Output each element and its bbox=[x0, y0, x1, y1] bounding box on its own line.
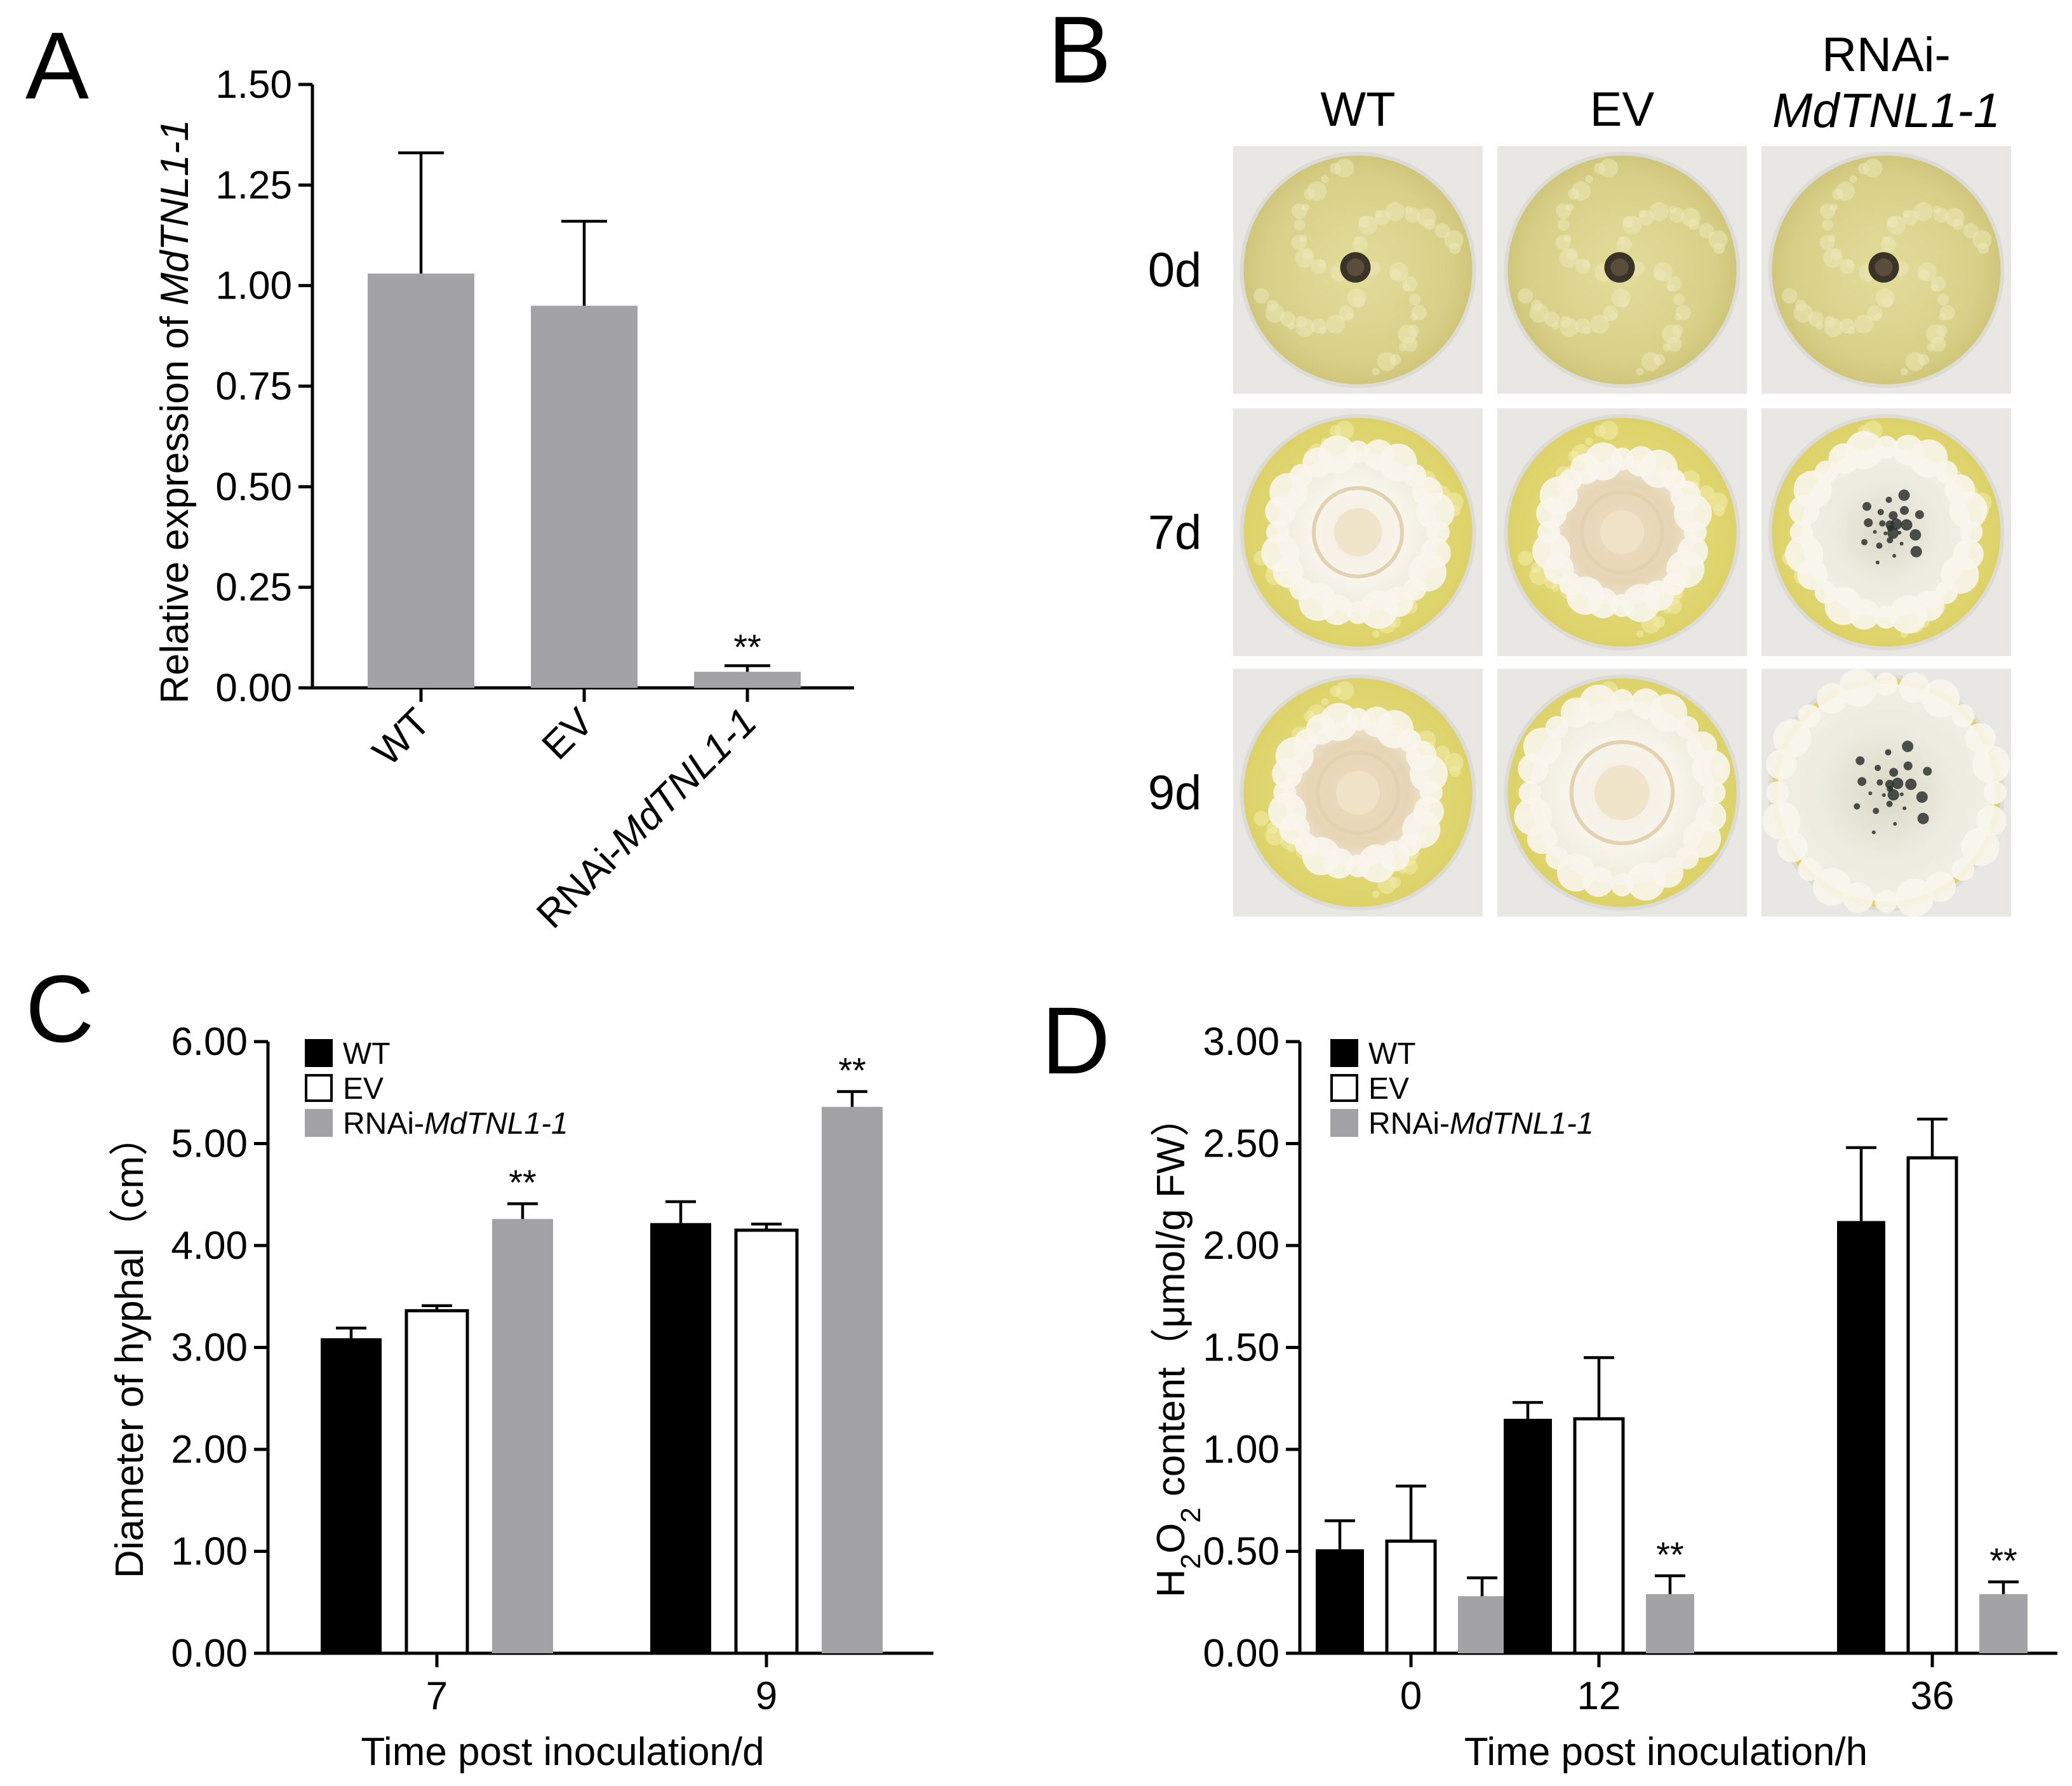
y-tick-label: 5.00 bbox=[171, 1122, 248, 1166]
y-tick-label: 0.75 bbox=[215, 365, 292, 408]
panel-letter-d: D bbox=[1041, 987, 1110, 1094]
bar bbox=[1458, 1596, 1506, 1653]
bar bbox=[1573, 1417, 1625, 1655]
y-tick-label: 3.00 bbox=[171, 1326, 248, 1370]
row-label: 9d bbox=[1148, 766, 1202, 820]
bar bbox=[1979, 1594, 2028, 1653]
plate-photo bbox=[1497, 669, 1747, 916]
x-axis-title: Time post inoculation/h bbox=[1464, 1730, 1868, 1774]
y-tick-label: 1.00 bbox=[1203, 1428, 1280, 1472]
legend-label: EV bbox=[1368, 1072, 1409, 1106]
x-tick-label: 0 bbox=[1400, 1674, 1422, 1718]
x-tick-label: EV bbox=[534, 700, 603, 769]
plate-photo bbox=[1761, 408, 2011, 656]
plate-photo bbox=[1233, 669, 1483, 916]
legend-label: WT bbox=[343, 1037, 391, 1071]
significance-label: ** bbox=[1656, 1534, 1684, 1574]
y-tick-label: 0.00 bbox=[1203, 1632, 1280, 1675]
bar bbox=[1906, 1156, 1958, 1655]
bar bbox=[531, 306, 638, 688]
legend-swatch bbox=[1330, 1109, 1358, 1137]
y-tick-label: 2.50 bbox=[1203, 1122, 1280, 1166]
legend-swatch bbox=[305, 1074, 333, 1102]
column-header: WT bbox=[1320, 83, 1395, 137]
y-tick-label: 1.50 bbox=[1203, 1326, 1280, 1370]
y-tick-label: 2.00 bbox=[1203, 1224, 1280, 1268]
significance-label: ** bbox=[838, 1051, 866, 1091]
row-label: 7d bbox=[1148, 506, 1202, 560]
y-tick-label: 0.00 bbox=[171, 1632, 248, 1675]
column-header: MdTNL1-1 bbox=[1772, 84, 2000, 138]
x-axis-title: Time post inoculation/d bbox=[361, 1730, 764, 1774]
column-header: RNAi- bbox=[1822, 28, 1951, 82]
x-tick-label: 7 bbox=[426, 1674, 448, 1718]
y-tick-label: 3.00 bbox=[1203, 1020, 1280, 1064]
bar bbox=[694, 671, 801, 688]
y-tick-label: 0.50 bbox=[215, 465, 292, 509]
row-label: 0d bbox=[1148, 243, 1202, 297]
bar bbox=[734, 1228, 799, 1655]
bar bbox=[1837, 1221, 1885, 1653]
y-tick-label: 1.25 bbox=[215, 163, 292, 207]
y-tick-label: 0.50 bbox=[1203, 1530, 1280, 1574]
x-tick-label: 36 bbox=[1911, 1674, 1955, 1718]
plate-photo bbox=[1497, 146, 1747, 394]
bar bbox=[1504, 1418, 1552, 1653]
plate-photo bbox=[1761, 668, 2011, 917]
y-tick-label: 0.00 bbox=[215, 666, 292, 710]
legend-label: RNAi-MdTNL1-1 bbox=[343, 1107, 568, 1141]
bar bbox=[1385, 1539, 1437, 1655]
x-tick-label: WT bbox=[364, 700, 439, 774]
y-axis-title: Diameter of hyphal（cm） bbox=[108, 1117, 152, 1578]
x-tick-label: 12 bbox=[1577, 1674, 1621, 1718]
y-tick-label: 1.00 bbox=[171, 1530, 248, 1574]
significance-label: ** bbox=[509, 1162, 537, 1202]
plate-photo bbox=[1233, 146, 1483, 394]
plate-photo bbox=[1233, 408, 1483, 656]
significance-label: ** bbox=[1989, 1541, 2017, 1581]
bar bbox=[1646, 1594, 1694, 1653]
y-tick-label: 0.25 bbox=[215, 566, 292, 610]
panel-letter-a: A bbox=[25, 12, 89, 119]
x-tick-label: 9 bbox=[756, 1674, 777, 1718]
bar bbox=[1316, 1549, 1364, 1653]
y-tick-label: 1.50 bbox=[215, 63, 292, 107]
y-tick-label: 6.00 bbox=[171, 1020, 248, 1064]
legend-swatch bbox=[1330, 1039, 1358, 1067]
panel-letter-c: C bbox=[25, 955, 94, 1062]
y-axis-title: Relative expression of MdTNL1-1 bbox=[153, 119, 197, 704]
bar bbox=[650, 1223, 711, 1653]
bar bbox=[321, 1338, 382, 1653]
legend-swatch bbox=[305, 1109, 333, 1137]
bar bbox=[822, 1106, 883, 1653]
plate-photo bbox=[1761, 146, 2011, 394]
y-tick-label: 4.00 bbox=[171, 1224, 248, 1268]
legend-swatch bbox=[1330, 1074, 1358, 1102]
legend-label: WT bbox=[1368, 1037, 1416, 1071]
bar bbox=[492, 1219, 553, 1653]
legend-label: RNAi-MdTNL1-1 bbox=[1368, 1107, 1594, 1141]
column-header: EV bbox=[1590, 83, 1655, 137]
y-axis-title: H2O2 content（μmol/g FW） bbox=[1149, 1098, 1206, 1598]
bar bbox=[404, 1309, 469, 1655]
legend-swatch bbox=[305, 1039, 333, 1067]
panel-letter-b: B bbox=[1048, 0, 1111, 103]
significance-label: ** bbox=[733, 627, 761, 667]
plate-photo bbox=[1497, 408, 1747, 656]
photo-grid: WT EV RNAi-MdTNL1-1 0d 7d 9d bbox=[1148, 28, 2011, 917]
chart-d: 0.00 0.50 1.00 1.50 2.00 2.50 3.00 0 12 ** 36 ** WTE… bbox=[1149, 1020, 2057, 1774]
y-tick-label: 1.00 bbox=[215, 264, 292, 308]
legend-label: EV bbox=[343, 1072, 384, 1106]
chart-c: 0.00 1.00 2.00 3.00 4.00 5.00 6.00 7 ** 9 ** WTEVRN… bbox=[108, 1020, 933, 1774]
y-tick-label: 2.00 bbox=[171, 1428, 248, 1472]
bar bbox=[368, 273, 474, 688]
